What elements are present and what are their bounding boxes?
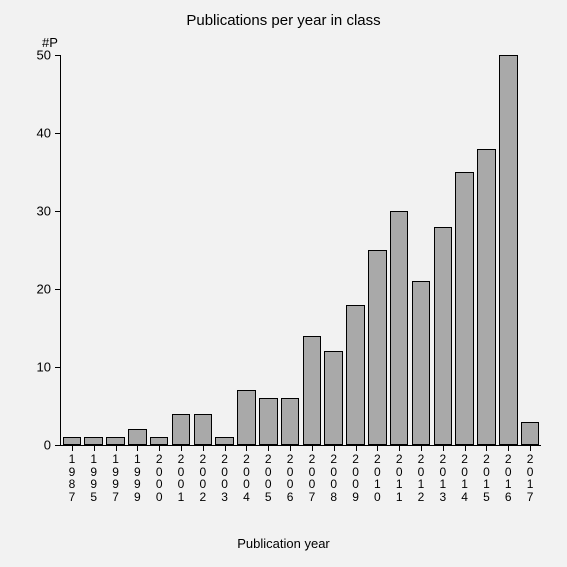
bar bbox=[84, 437, 103, 445]
x-tick bbox=[399, 445, 400, 451]
bar bbox=[172, 414, 191, 445]
bar bbox=[150, 437, 169, 445]
x-tick-label: 2001 bbox=[176, 453, 186, 503]
x-tick bbox=[181, 445, 182, 451]
x-tick bbox=[443, 445, 444, 451]
x-axis-title: Publication year bbox=[0, 536, 567, 551]
y-tick bbox=[55, 133, 61, 134]
y-tick bbox=[55, 289, 61, 290]
x-tick bbox=[486, 445, 487, 451]
chart-title: Publications per year in class bbox=[0, 12, 567, 29]
x-tick-label: 2000 bbox=[154, 453, 164, 503]
x-tick-label: 2008 bbox=[329, 453, 339, 503]
x-tick-label: 2014 bbox=[460, 453, 470, 503]
bar bbox=[303, 336, 322, 445]
x-tick bbox=[508, 445, 509, 451]
x-tick-label: 2004 bbox=[241, 453, 251, 503]
bar bbox=[259, 398, 278, 445]
bar bbox=[368, 250, 387, 445]
y-tick-label: 50 bbox=[37, 48, 51, 63]
x-tick bbox=[465, 445, 466, 451]
plot-area: 0102030405019871995199719992000200120022… bbox=[60, 55, 541, 446]
x-tick bbox=[268, 445, 269, 451]
x-tick-label: 2009 bbox=[351, 453, 361, 503]
y-tick-label: 40 bbox=[37, 126, 51, 141]
bar bbox=[412, 281, 431, 445]
bar bbox=[194, 414, 213, 445]
x-tick-label: 2003 bbox=[220, 453, 230, 503]
x-tick-label: 2010 bbox=[372, 453, 382, 503]
bar bbox=[281, 398, 300, 445]
y-tick bbox=[55, 211, 61, 212]
bar bbox=[215, 437, 234, 445]
y-tick-label: 0 bbox=[44, 438, 51, 453]
y-tick bbox=[55, 367, 61, 368]
x-tick bbox=[137, 445, 138, 451]
x-tick-label: 2005 bbox=[263, 453, 273, 503]
y-tick-label: 10 bbox=[37, 360, 51, 375]
bar bbox=[521, 422, 540, 445]
x-tick bbox=[203, 445, 204, 451]
bar bbox=[455, 172, 474, 445]
bar bbox=[390, 211, 409, 445]
bar bbox=[499, 55, 518, 445]
x-tick bbox=[530, 445, 531, 451]
bar bbox=[128, 429, 147, 445]
y-tick-label: 30 bbox=[37, 204, 51, 219]
x-tick-label: 2012 bbox=[416, 453, 426, 503]
y-tick bbox=[55, 445, 61, 446]
x-tick bbox=[94, 445, 95, 451]
x-tick bbox=[225, 445, 226, 451]
x-tick bbox=[159, 445, 160, 451]
bar bbox=[434, 227, 453, 445]
x-tick bbox=[116, 445, 117, 451]
x-tick bbox=[421, 445, 422, 451]
x-tick-label: 2015 bbox=[481, 453, 491, 503]
bar bbox=[106, 437, 125, 445]
x-tick bbox=[72, 445, 73, 451]
x-tick bbox=[312, 445, 313, 451]
chart-container: Publications per year in class #P 010203… bbox=[0, 0, 567, 567]
x-tick-label: 2011 bbox=[394, 453, 404, 503]
x-tick-label: 1995 bbox=[89, 453, 99, 503]
x-tick bbox=[356, 445, 357, 451]
x-tick-label: 2013 bbox=[438, 453, 448, 503]
x-tick bbox=[377, 445, 378, 451]
x-tick-label: 1997 bbox=[111, 453, 121, 503]
bar bbox=[477, 149, 496, 445]
bar bbox=[63, 437, 82, 445]
x-tick bbox=[334, 445, 335, 451]
bar bbox=[346, 305, 365, 445]
x-tick bbox=[290, 445, 291, 451]
x-tick-label: 2017 bbox=[525, 453, 535, 503]
y-tick bbox=[55, 55, 61, 56]
x-tick-label: 2007 bbox=[307, 453, 317, 503]
x-tick-label: 2006 bbox=[285, 453, 295, 503]
bar bbox=[324, 351, 343, 445]
y-tick-label: 20 bbox=[37, 282, 51, 297]
x-tick-label: 1999 bbox=[132, 453, 142, 503]
x-tick-label: 1987 bbox=[67, 453, 77, 503]
x-tick-label: 2002 bbox=[198, 453, 208, 503]
bar bbox=[237, 390, 256, 445]
x-tick-label: 2016 bbox=[503, 453, 513, 503]
x-tick bbox=[246, 445, 247, 451]
